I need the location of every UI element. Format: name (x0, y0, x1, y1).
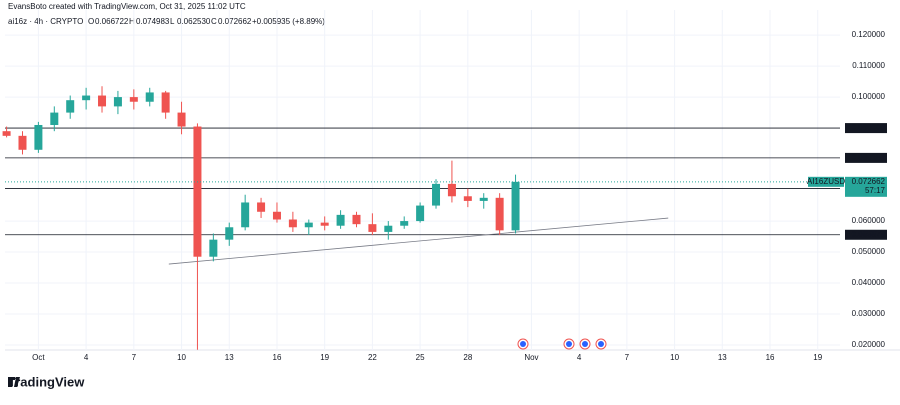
ohlc-value: 0.072662 (218, 17, 252, 26)
x-tick-label: 4 (577, 353, 582, 362)
candle-body (352, 214, 361, 225)
x-tick-label: 22 (368, 353, 377, 362)
candle-body (479, 197, 488, 201)
symbol-tag (808, 176, 844, 187)
event-icon (598, 341, 604, 347)
candle-body (161, 92, 170, 113)
candle-body (113, 97, 122, 107)
candle-body (18, 135, 27, 150)
candle-body (241, 202, 250, 228)
ohlc-value: 0.066722 (95, 17, 129, 26)
y-tick-label: 0.050000 (852, 247, 886, 256)
candle-body (193, 126, 202, 257)
candle-body (34, 124, 43, 150)
candle-body (82, 95, 91, 101)
change: +0.005935 (+8.89%) (252, 17, 325, 26)
ohlc-key: L (170, 17, 175, 26)
x-tick-label: 7 (132, 353, 137, 362)
ohlc-legend: O 0.066722 H 0.074983 L 0.062530 C 0.072662 +0.0… (88, 17, 325, 26)
x-tick-label: 19 (320, 353, 329, 362)
author: EvansBoto created with TradingView.com, … (8, 2, 246, 11)
candle-body (272, 211, 281, 220)
candle-body (432, 183, 441, 206)
level-tag (845, 123, 887, 134)
level-label: 0.055578 (852, 230, 886, 239)
x-tick-label: 4 (84, 353, 89, 362)
x-tick-label: 13 (718, 353, 727, 362)
candle-body (336, 214, 345, 226)
candle-body (177, 112, 186, 127)
level-label: 0.080381 (852, 153, 886, 162)
candle-body (2, 131, 11, 136)
candle-body (66, 100, 75, 113)
y-tick-label: 0.040000 (852, 278, 886, 287)
candle-body (416, 205, 425, 222)
event-icon (582, 341, 588, 347)
ohlc-key: H (129, 17, 135, 26)
x-tick-label: Oct (32, 353, 45, 362)
candle-body (368, 224, 377, 232)
candle-body (225, 227, 234, 240)
candle-body (129, 97, 138, 102)
last-price-label: 0.072662 (852, 177, 886, 186)
y-tick-label: 0.100000 (852, 92, 886, 101)
candle-body (320, 222, 329, 226)
brand: TradingView (8, 374, 85, 389)
x-tick-label: Nov (524, 353, 538, 362)
candle-body (400, 221, 409, 226)
level-tag (845, 229, 887, 240)
x-tick-label: 16 (766, 353, 775, 362)
level-label: 0.090000 (852, 123, 886, 132)
candle-body (288, 219, 297, 228)
symbol: ai16z · 4h · CRYPTO (8, 17, 83, 26)
x-tick-label: 10 (177, 353, 186, 362)
candle-body (384, 225, 393, 232)
ohlc-value: 0.074983 (136, 17, 170, 26)
event-icon (566, 341, 572, 347)
candle-body (145, 92, 154, 102)
ohlc-key: O (88, 17, 94, 26)
candle-body (463, 196, 472, 201)
candle-body (447, 183, 456, 197)
y-tick-label: 0.030000 (852, 309, 886, 318)
candle-body (495, 197, 504, 231)
x-tick-label: 7 (625, 353, 630, 362)
x-tick-label: 28 (463, 353, 472, 362)
ohlc-key: C (211, 17, 217, 26)
x-tick-label: 16 (273, 353, 282, 362)
candle-body (304, 222, 313, 228)
candle-body (98, 95, 107, 107)
countdown: 57:17 (865, 186, 886, 195)
x-tick-label: 10 (670, 353, 679, 362)
y-tick-label: 0.120000 (852, 30, 886, 39)
x-tick-label: 13 (225, 353, 234, 362)
logo (8, 377, 20, 387)
level-tag (845, 152, 887, 163)
symbol-label: AI16ZUSD (807, 177, 845, 186)
x-tick-label: 25 (416, 353, 425, 362)
y-tick-label: 0.060000 (852, 216, 886, 225)
candle-body (209, 239, 218, 257)
candle-body (257, 202, 266, 212)
ohlc-value: 0.062530 (177, 17, 211, 26)
y-tick-label: 0.110000 (852, 61, 885, 70)
y-tick-label: 0.020000 (852, 340, 886, 349)
last-price-tag (845, 176, 887, 197)
x-tick-label: 19 (813, 353, 822, 362)
trendline (168, 217, 669, 265)
candle-body (511, 181, 520, 231)
candle-body (50, 112, 59, 125)
event-icon (520, 341, 526, 347)
